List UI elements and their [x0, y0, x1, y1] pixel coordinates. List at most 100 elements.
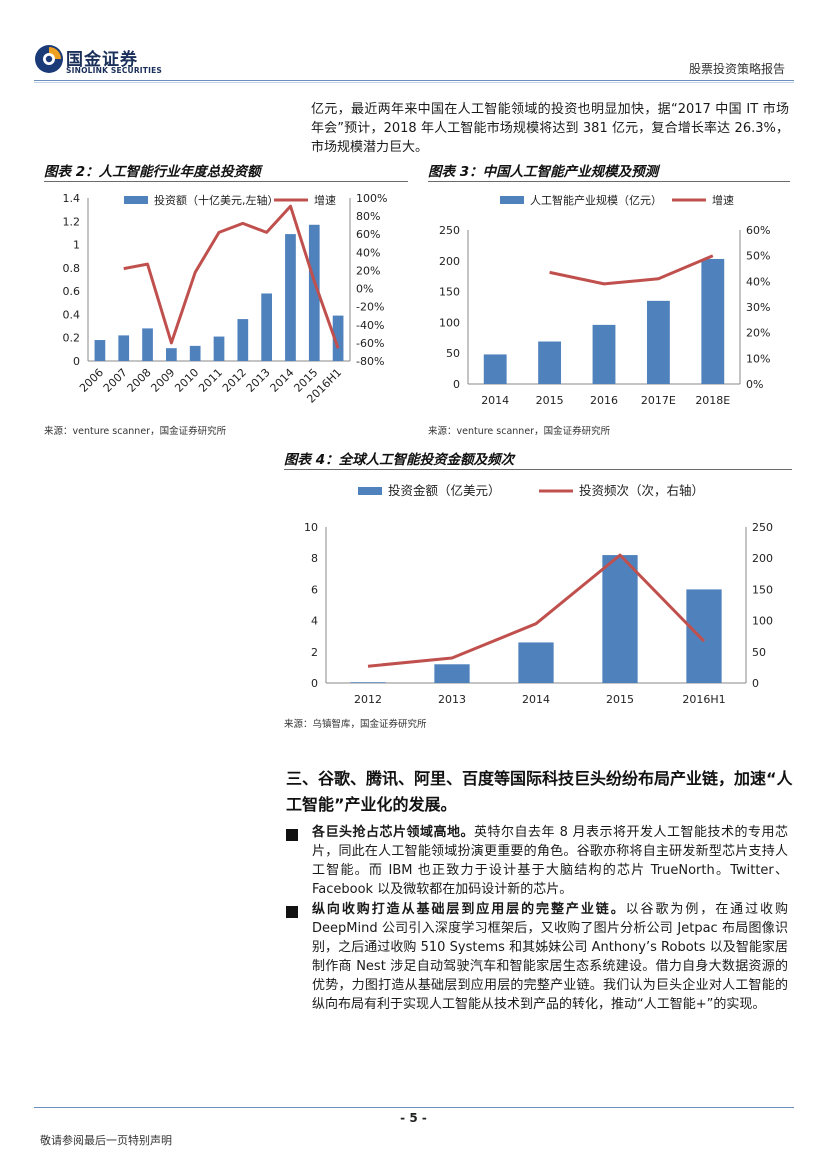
chart2-y-left-tick: 0.4 [63, 308, 81, 321]
chart3-bar [646, 300, 670, 384]
chart2-bar [237, 319, 249, 361]
chart2-x-tick: 2011 [196, 366, 225, 395]
chart3-y-right-tick: 50% [746, 250, 770, 263]
chart2-bar [261, 293, 272, 361]
chart2-source: 来源：venture scanner，国金证券研究所 [44, 426, 227, 437]
chart2-y-left-tick: 1.4 [63, 192, 81, 205]
logo-text-cn: 国金证券 [66, 50, 138, 70]
chart4-x-tick: 2016H1 [682, 693, 725, 706]
chart4-x-tick: 2014 [522, 693, 550, 706]
chart4-y-left-tick: 2 [311, 646, 318, 659]
chart2-y-left-tick: 1.2 [63, 215, 81, 228]
chart4-y-right-tick: 100 [752, 615, 773, 628]
chart4-bar [350, 682, 386, 684]
chart4-bar [434, 664, 470, 683]
chart4-y-right-tick: 0 [752, 677, 759, 690]
chart2-x-tick: 2010 [172, 366, 201, 395]
chart2-svg: 投资额（十亿美元,左轴） 增速 0 0.2 0.4 0.6 0.8 1 1.2 1.4 -80% -6… [63, 192, 388, 406]
chart2-x-tick: 2008 [125, 366, 154, 395]
chart2-x-tick: 2007 [101, 366, 130, 395]
chart3-bar [538, 341, 562, 384]
chart2-y-right-tick: -40% [356, 319, 384, 332]
chart2-y-left-tick: 0.2 [63, 332, 81, 345]
chart2-y-right-tick: -80% [356, 355, 384, 368]
chart2-x-tick: 2013 [244, 366, 273, 395]
footer-divider [34, 1107, 794, 1108]
chart4-y-left-tick: 0 [311, 677, 318, 690]
chart4-source: 来源：乌镇智库，国金证券研究所 [284, 719, 427, 730]
chart3-y-right-tick: 10% [746, 352, 770, 365]
chart4-x-tick: 2013 [438, 693, 466, 706]
chart4-y-left-tick: 6 [311, 583, 318, 596]
header-divider [34, 80, 794, 81]
header-divider-2 [34, 82, 794, 83]
logo-icon [35, 45, 63, 73]
chart4-legend-line-label: 投资频次（次，右轴） [579, 483, 704, 498]
chart3-bar [701, 258, 725, 384]
chart4-legend-bar-swatch [358, 487, 382, 495]
chart3-source: 来源：venture scanner，国金证券研究所 [428, 426, 611, 437]
chart2-y-right-tick: 100% [356, 192, 387, 205]
chart3-legend-bar-label: 人工智能产业规模（亿元） [530, 193, 662, 207]
chart3-y-left-tick: 200 [439, 255, 460, 268]
chart4-title: 图表 4：全球人工智能投资金额及频次 [284, 452, 515, 468]
chart4-legend-bar-label: 投资金额（亿美元） [388, 483, 501, 498]
chart3-y-right-tick: 0% [746, 378, 763, 391]
chart2-series-line [123, 204, 340, 349]
chart2-y-right-tick: 80% [356, 210, 380, 223]
chart3-y-left-tick: 100 [439, 316, 460, 329]
chart3-y-left-tick: 50 [446, 347, 460, 360]
chart4-svg: 投资金额（亿美元） 投资频次（次，右轴）024681005010015020025… [304, 483, 773, 706]
chart3-y-left-tick: 250 [439, 224, 460, 237]
chart2-bar [94, 340, 106, 361]
chart2-title: 图表 2：人工智能行业年度总投资额 [44, 164, 261, 180]
chart4-y-right-tick: 250 [752, 521, 773, 534]
chart3-y-right-tick: 20% [746, 327, 770, 340]
footer-note: 敬请参阅最后一页特别声明 [40, 1134, 172, 1147]
chart2-legend-bar-label: 投资额（十亿美元,左轴） [154, 193, 279, 207]
chart2-y-left-tick: 0.8 [63, 262, 81, 275]
chart4-x-tick: 2012 [354, 693, 382, 706]
chart3-x-tick: 2017E [641, 394, 676, 407]
chart2-y-right-tick: -20% [356, 301, 384, 314]
chart2-x-tick: 2014 [268, 366, 297, 395]
chart4-y-left-tick: 4 [311, 615, 318, 628]
bullet-square-icon [286, 906, 298, 918]
chart3-x-tick: 2014 [481, 394, 509, 407]
chart2-y-right-tick: 20% [356, 264, 380, 277]
chart2-y-left-tick: 0.6 [63, 285, 81, 298]
chart3-x-tick: 2018E [695, 394, 730, 407]
chart3-title: 图表 3：中国人工智能产业规模及预测 [428, 164, 659, 180]
chart2-title-line [44, 181, 408, 182]
chart3-bar [592, 324, 616, 384]
chart2-y-left-tick: 1 [73, 239, 80, 252]
chart4-bar [602, 555, 638, 683]
chart2-y-right-tick: 60% [356, 228, 380, 241]
bullet-1-lead: 各巨头抢占芯片领域高地。 [312, 825, 474, 840]
chart2-x-tick: 2012 [220, 366, 249, 395]
bullet-paragraph-1: 各巨头抢占芯片领域高地。英特尔自去年 8 月表示将开发人工智能技术的专用芯片，同… [312, 823, 788, 899]
chart4-title-line [284, 469, 792, 470]
section-title: 三、谷歌、腾讯、阿里、百度等国际科技巨头纷纷布局产业链，加速“人工智能”产业化的… [286, 769, 793, 814]
chart3-legend-bar-swatch [500, 196, 524, 204]
report-type: 股票投资策略报告 [688, 62, 785, 76]
chart2-y-right-tick: -60% [356, 337, 384, 350]
chart2-y-left-tick: 0 [73, 355, 80, 368]
page-number: - 5 - [400, 1111, 427, 1125]
logo-text-en: SINOLINK SECURITIES [66, 66, 163, 75]
chart3-y-right-tick: 60% [746, 224, 770, 237]
chart2-bar [285, 234, 296, 361]
chart4-bar [518, 642, 554, 683]
chart2-bar [332, 315, 344, 361]
chart3-y-left-tick: 0 [453, 378, 460, 391]
intro-paragraph: 亿元，最近两年来中国在人工智能领域的投资也明显加快，据“2017 中国 IT 市… [311, 102, 789, 155]
chart3-bar [483, 354, 507, 384]
chart3-title-line [428, 181, 790, 182]
chart4-bar [686, 589, 722, 683]
chart3-x-tick: 2015 [536, 394, 564, 407]
chart2-x-tick: 2009 [148, 366, 177, 395]
chart4-series-line [367, 553, 706, 668]
chart4-y-left-tick: 8 [311, 552, 318, 565]
chart2-legend-bar-swatch [124, 196, 148, 204]
chart2-bar [189, 345, 201, 361]
